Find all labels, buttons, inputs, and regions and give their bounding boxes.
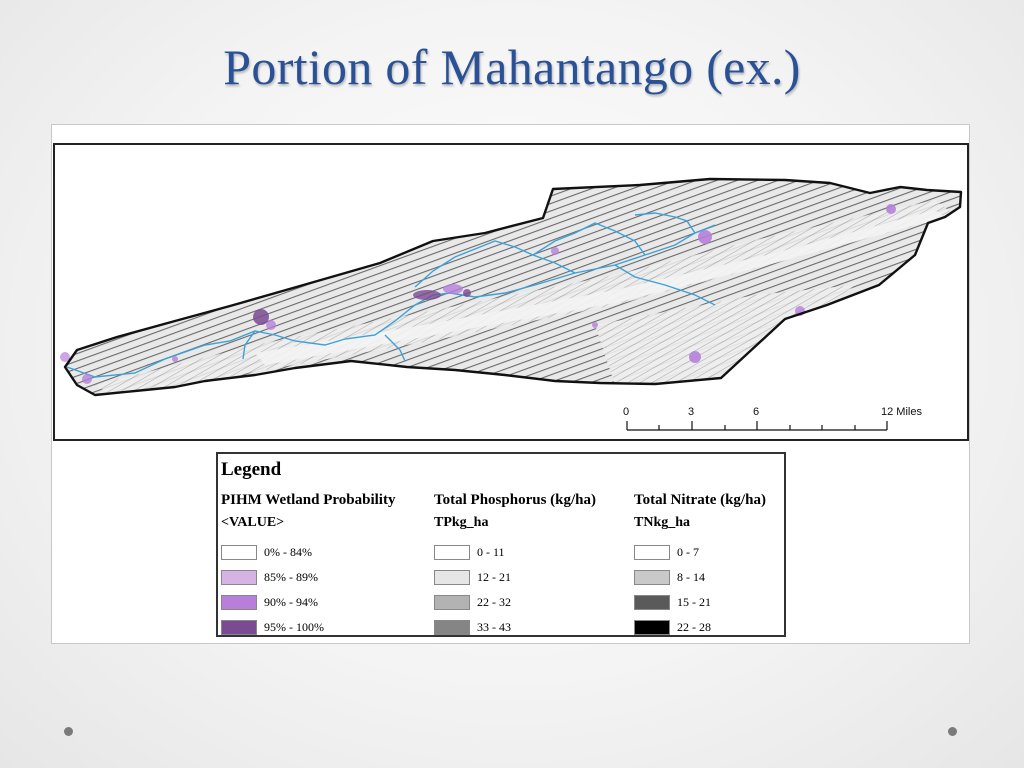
- slide-decoration-dot-left: [64, 727, 73, 736]
- stream-network: [66, 212, 716, 378]
- slide-decoration-dot-right: [948, 727, 957, 736]
- legend-swatch: [434, 570, 470, 585]
- legend-swatch: [221, 570, 257, 585]
- legend-swatch: [434, 545, 470, 560]
- legend-swatch: [221, 545, 257, 560]
- legend-item-label: 85% - 89%: [264, 570, 318, 584]
- legend-item: 90% - 94%: [221, 590, 395, 615]
- legend-swatch: [634, 620, 670, 635]
- legend-swatch: [434, 595, 470, 610]
- watershed-boundary: [63, 177, 963, 397]
- legend-item-label: 0% - 84%: [264, 545, 312, 559]
- legend-group-heading: Total Phosphorus (kg/ha): [434, 492, 596, 508]
- legend-item: 0 - 7: [634, 540, 766, 565]
- legend-swatch: [221, 595, 257, 610]
- wetland-areas: [60, 204, 896, 384]
- legend-item: 22 - 32: [434, 590, 596, 615]
- legend-group-field: <VALUE>: [221, 515, 285, 530]
- legend-item: 15 - 21: [634, 590, 766, 615]
- legend-item: 12 - 21: [434, 565, 596, 590]
- map-frame: 0 3 6 12 Miles: [53, 143, 969, 441]
- legend-item-label: 90% - 94%: [264, 595, 318, 609]
- map-figure: 0 3 6 12 Miles Legend PIHM Wetland Proba…: [51, 124, 970, 644]
- legend-item-label: 12 - 21: [477, 570, 511, 584]
- legend-group-field: TPkg_ha: [434, 515, 489, 530]
- legend-item: 22 - 28: [634, 615, 766, 640]
- legend-group-field: TNkg_ha: [634, 515, 691, 530]
- legend-item-label: 0 - 11: [477, 545, 505, 559]
- watershed-map: [60, 177, 963, 431]
- legend-item: 33 - 43: [434, 615, 596, 640]
- legend-group-phosphorus: Total Phosphorus (kg/ha) TPkg_ha 0 - 11 …: [434, 492, 596, 640]
- scale-label-12-miles: 12 Miles: [881, 406, 922, 418]
- legend-item: 95% - 100%: [221, 615, 395, 640]
- legend-item-label: 22 - 32: [477, 595, 511, 609]
- legend-item-label: 33 - 43: [477, 620, 511, 634]
- legend-group-heading: PIHM Wetland Probability: [221, 492, 396, 508]
- valley-center: [255, 210, 945, 365]
- slide-title: Portion of Mahantango (ex.): [223, 39, 801, 95]
- legend-group-heading: Total Nitrate (kg/ha): [634, 492, 766, 508]
- legend-swatch: [434, 620, 470, 635]
- legend-group-wetland: PIHM Wetland Probability <VALUE> 0% - 84…: [221, 492, 395, 640]
- legend-item-label: 95% - 100%: [264, 620, 324, 634]
- legend-item: 8 - 14: [634, 565, 766, 590]
- legend-swatch: [634, 545, 670, 560]
- legend-item-label: 15 - 21: [677, 595, 711, 609]
- legend-item: 0% - 84%: [221, 540, 395, 565]
- legend-item-label: 22 - 28: [677, 620, 711, 634]
- legend-swatch: [634, 595, 670, 610]
- legend-item-label: 0 - 7: [677, 545, 699, 559]
- legend-group-nitrate: Total Nitrate (kg/ha) TNkg_ha 0 - 7 8 - …: [634, 492, 766, 640]
- legend-item: 0 - 11: [434, 540, 596, 565]
- scale-label-3: 3: [688, 406, 695, 418]
- southeast-lowland: [595, 285, 855, 385]
- scale-bar: [626, 421, 888, 431]
- legend-item: 85% - 89%: [221, 565, 395, 590]
- legend-swatch: [221, 620, 257, 635]
- map-legend: Legend PIHM Wetland Probability <VALUE> …: [216, 452, 786, 637]
- legend-swatch: [634, 570, 670, 585]
- legend-title: Legend: [221, 459, 282, 480]
- scale-label-6: 6: [753, 406, 760, 418]
- legend-item-label: 8 - 14: [677, 570, 705, 584]
- scale-label-0: 0: [623, 406, 630, 418]
